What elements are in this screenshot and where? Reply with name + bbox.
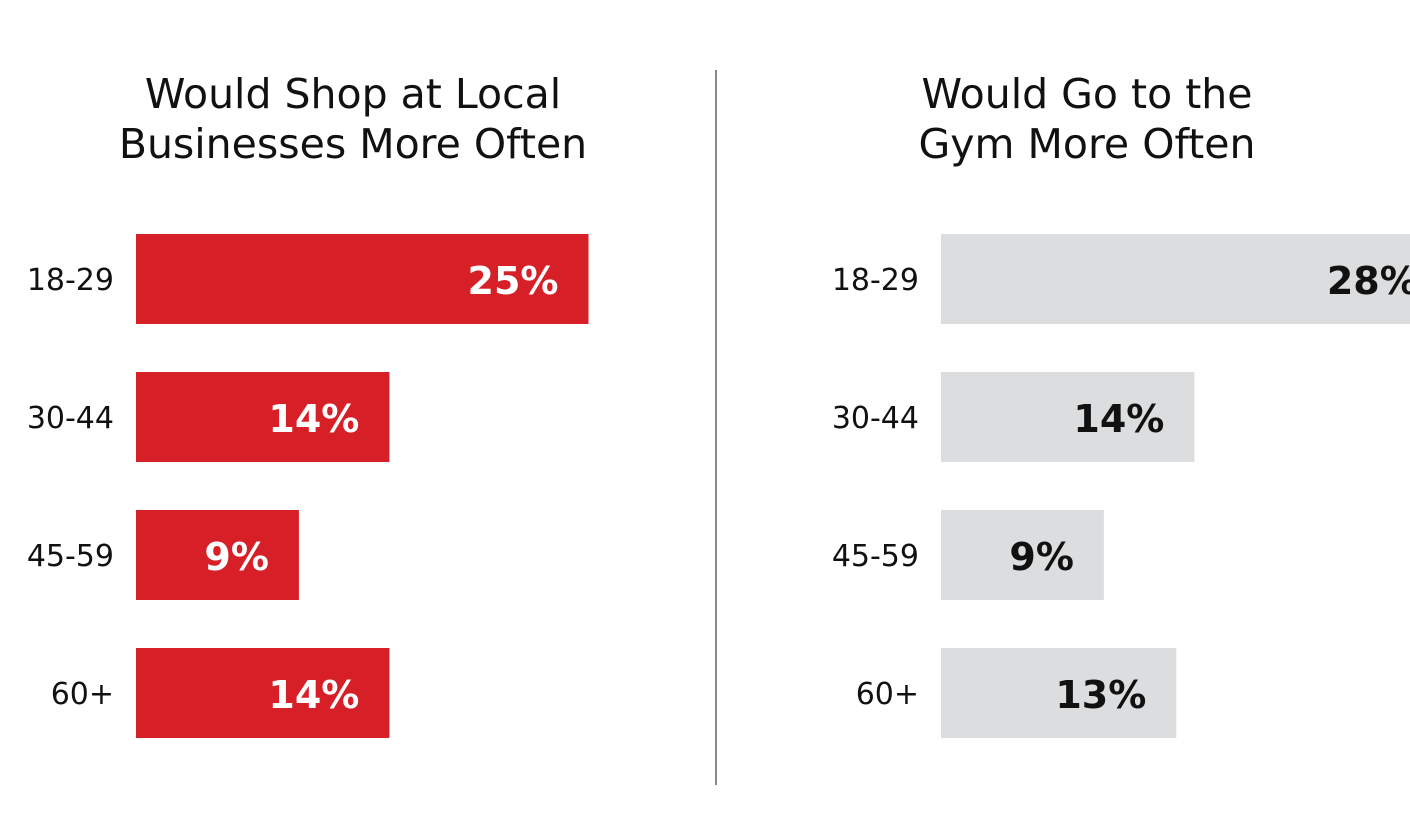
left-bar-row: 30-44 14%	[27, 372, 390, 462]
left-bar	[136, 648, 390, 738]
left-bar	[136, 372, 390, 462]
right-bar-row: 45-59 9%	[832, 510, 1104, 600]
left-category-label: 45-59	[27, 539, 114, 574]
left-bar-row: 18-29 25%	[27, 234, 589, 324]
right-bar-row: 18-29 28%	[832, 234, 1410, 324]
right-bar	[941, 510, 1104, 600]
left-chart-title-line-2: Businesses More Often	[119, 120, 587, 168]
left-bar	[136, 510, 299, 600]
right-bar	[941, 648, 1177, 738]
left-bar-row: 45-59 9%	[27, 510, 299, 600]
left-category-label: 60+	[51, 677, 114, 712]
left-value-label: 9%	[204, 535, 269, 579]
right-bar	[941, 234, 1410, 324]
right-bar-row: 30-44 14%	[832, 372, 1195, 462]
right-bar-row: 60+ 13%	[856, 648, 1177, 738]
left-value-label: 25%	[468, 259, 559, 303]
right-chart-panel: Would Go to the Gym More Often 18-29 28%…	[832, 70, 1410, 738]
left-bar-row: 60+ 14%	[51, 648, 390, 738]
left-chart-panel: Would Shop at Local Businesses More Ofte…	[27, 70, 589, 738]
left-chart-title-line-1: Would Shop at Local	[145, 70, 561, 118]
left-bar	[136, 234, 589, 324]
right-value-label: 14%	[1073, 397, 1164, 441]
right-category-label: 45-59	[832, 539, 919, 574]
left-value-label: 14%	[268, 673, 359, 717]
left-category-label: 18-29	[27, 263, 114, 298]
right-bar	[941, 372, 1195, 462]
right-value-label: 9%	[1009, 535, 1074, 579]
right-value-label: 13%	[1055, 673, 1146, 717]
right-category-label: 18-29	[832, 263, 919, 298]
right-category-label: 60+	[856, 677, 919, 712]
right-value-label: 28%	[1327, 259, 1410, 303]
left-value-label: 14%	[268, 397, 359, 441]
right-category-label: 30-44	[832, 401, 919, 436]
right-chart-title-line-2: Gym More Often	[919, 120, 1256, 168]
left-category-label: 30-44	[27, 401, 114, 436]
right-chart-title-line-1: Would Go to the	[921, 70, 1252, 118]
